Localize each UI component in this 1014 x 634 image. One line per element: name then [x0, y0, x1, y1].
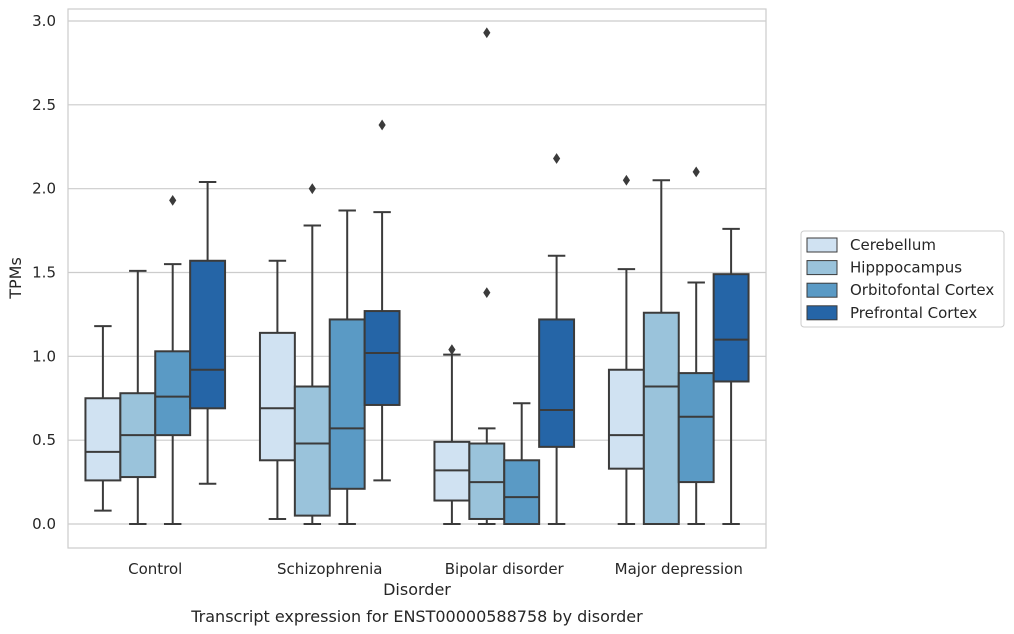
box-iqr [293, 385, 331, 517]
legend-swatch [806, 282, 838, 298]
y-tick-label: 3.0 [32, 12, 56, 30]
y-axis-label: TPMs [6, 257, 25, 300]
legend-swatch [806, 237, 838, 253]
box-group [712, 227, 750, 525]
legend-label: Prefrontal Cortex [850, 304, 977, 322]
x-tick-label: Control [128, 560, 182, 578]
legend-frame [800, 230, 1005, 328]
outlier-point [378, 119, 386, 131]
outlier-point [483, 287, 491, 299]
outlier-point [483, 27, 491, 39]
box-iqr [363, 310, 401, 406]
outlier-point [622, 174, 630, 186]
box-group [293, 183, 331, 525]
box-iqr [607, 368, 645, 470]
y-tick-label: 2.0 [32, 180, 56, 198]
chart-caption: Transcript expression for ENST0000058875… [190, 607, 643, 626]
box-group [84, 325, 122, 512]
box-iqr [642, 311, 680, 525]
y-tick-label: 1.0 [32, 347, 56, 365]
outlier-point [692, 166, 700, 178]
x-tick-label: Major depression [615, 560, 743, 578]
legend-label: Cerebellum [850, 236, 936, 254]
legend-swatch [806, 260, 838, 276]
box-group [677, 166, 715, 525]
box-group [642, 179, 680, 525]
box-group [258, 259, 296, 520]
legend-swatch [806, 305, 838, 321]
legend-label: Hipppocampus [850, 259, 962, 277]
y-tick-label: 0.5 [32, 431, 56, 449]
legend-label: Orbitofontal Cortex [850, 281, 994, 299]
box-group [433, 344, 471, 525]
box-group [119, 269, 157, 525]
boxes [84, 27, 750, 525]
outlier-point [448, 344, 456, 356]
outlier-point [553, 153, 561, 164]
outlier-point [308, 183, 316, 195]
y-tick-label: 0.0 [32, 515, 56, 533]
box-group [154, 195, 192, 525]
box-iqr [538, 318, 576, 448]
box-iqr [712, 273, 750, 383]
box-iqr [328, 318, 366, 490]
box-group [328, 209, 366, 525]
plot-area-frame [67, 8, 767, 549]
y-tick-label: 1.5 [32, 264, 56, 282]
box-iqr [84, 397, 122, 482]
box-group [503, 402, 541, 525]
x-axis-ticks: Control Schizophrenia Bipolar disorder Majo… [128, 560, 743, 578]
box-group [189, 180, 227, 485]
x-tick-label: Schizophrenia [277, 560, 382, 578]
x-tick-label: Bipolar disorder [445, 560, 565, 578]
box-group [468, 27, 506, 525]
x-axis-label: Disorder [383, 580, 451, 599]
box-iqr [189, 259, 227, 410]
box-iqr [258, 331, 296, 462]
y-tick-label: 2.5 [32, 96, 56, 114]
outlier-point [169, 195, 177, 206]
box-group [607, 174, 645, 525]
box-iqr [677, 372, 715, 484]
y-axis-ticks: 0.0 0.5 1.0 1.5 2.0 2.5 3.0 [32, 12, 56, 533]
legend: Cerebellum Hipppocampus Orbitofontal Corte… [800, 230, 1005, 328]
box-iqr [154, 350, 192, 437]
box-group [538, 153, 576, 525]
box-iqr [503, 459, 541, 525]
box-group [363, 119, 401, 482]
